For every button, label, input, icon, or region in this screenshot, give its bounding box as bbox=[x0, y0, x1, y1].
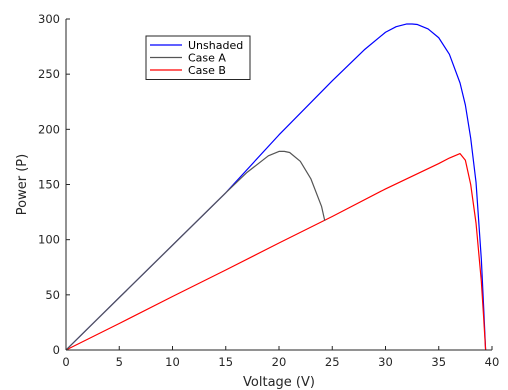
x-tick-label: 0 bbox=[62, 355, 69, 369]
x-tick-label: 25 bbox=[325, 355, 340, 369]
x-tick-label: 5 bbox=[116, 355, 123, 369]
x-tick-label: 35 bbox=[431, 355, 446, 369]
y-tick-label: 100 bbox=[38, 233, 60, 247]
series-line-case-a bbox=[65, 150, 326, 351]
series-line-unshaded bbox=[65, 23, 487, 351]
y-tick-label: 200 bbox=[38, 122, 60, 136]
y-axis-title: Power (P) bbox=[15, 154, 30, 215]
series-layer bbox=[65, 23, 487, 351]
y-tick-label: 0 bbox=[53, 343, 60, 357]
x-tick-label: 40 bbox=[485, 355, 500, 369]
x-tick-label: 15 bbox=[218, 355, 233, 369]
series-line-case-b bbox=[65, 153, 487, 351]
y-tick-label: 50 bbox=[45, 288, 60, 302]
x-tick-label: 10 bbox=[165, 355, 180, 369]
x-tick-label: 20 bbox=[272, 355, 287, 369]
y-tick-label: 250 bbox=[38, 67, 60, 81]
legend-label: Case A bbox=[188, 52, 226, 65]
y-tick-label: 150 bbox=[38, 178, 60, 192]
x-tick-label: 30 bbox=[378, 355, 393, 369]
legend-label: Unshaded bbox=[188, 39, 243, 52]
y-tick-label: 300 bbox=[38, 12, 60, 26]
axes-layer: 0 5 10 15 20 25 30 35 40 0 50 100 150 200 250 300 bbox=[38, 12, 499, 369]
x-axis-title: Voltage (V) bbox=[243, 375, 315, 390]
legend-label: Case B bbox=[188, 64, 226, 77]
legend-box bbox=[145, 35, 251, 80]
